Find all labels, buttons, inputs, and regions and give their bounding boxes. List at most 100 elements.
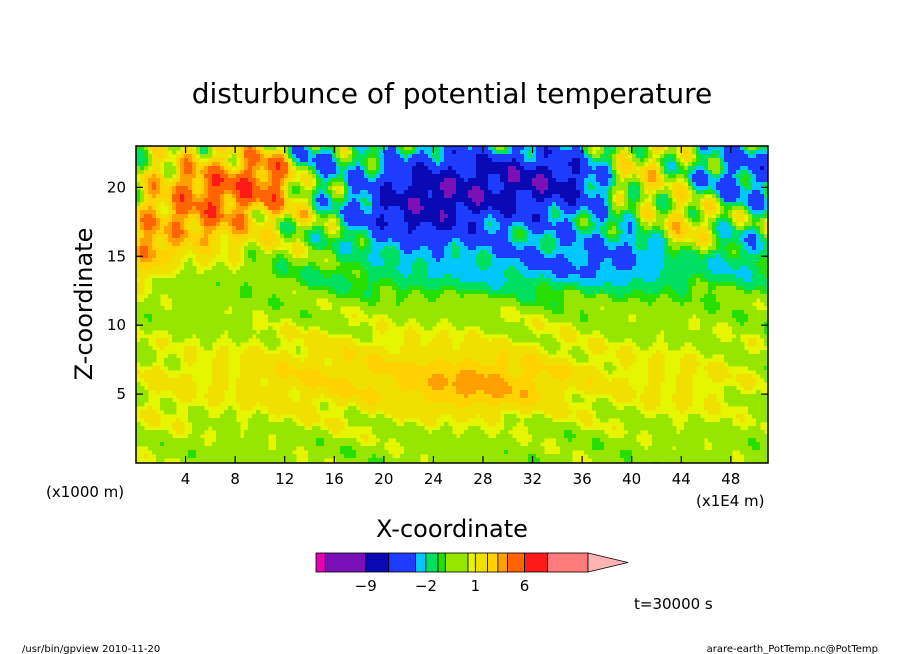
contour-cell <box>756 274 761 279</box>
contour-cell <box>516 166 521 171</box>
contour-cell <box>668 242 673 247</box>
contour-cell <box>744 246 749 251</box>
contour-cell <box>268 202 273 207</box>
contour-cell <box>652 274 657 279</box>
contour-cell <box>432 222 437 227</box>
contour-cell <box>760 246 765 251</box>
contour-cell <box>688 226 693 231</box>
contour-cell <box>184 238 189 243</box>
contour-cell <box>564 258 569 263</box>
contour-cell <box>528 222 533 227</box>
contour-cell <box>220 162 225 167</box>
contour-cell <box>440 178 445 183</box>
contour-cell <box>452 170 457 175</box>
contour-cell <box>532 190 537 195</box>
contour-cell <box>168 210 173 215</box>
contour-cell <box>200 222 205 227</box>
contour-cell <box>744 202 749 207</box>
contour-cell <box>704 230 709 235</box>
contour-cell <box>748 242 753 247</box>
contour-cell <box>756 242 761 247</box>
contour-cell <box>676 218 681 223</box>
contour-cell <box>152 166 157 171</box>
contour-cell <box>708 146 713 151</box>
contour-cell <box>332 242 337 247</box>
contour-cell <box>624 254 629 259</box>
contour-cell <box>384 166 389 171</box>
contour-cell <box>412 218 417 223</box>
contour-cell <box>392 182 397 187</box>
contour-cell <box>404 202 409 207</box>
contour-cell <box>264 202 269 207</box>
contour-cell <box>600 250 605 255</box>
contour-cell <box>608 238 613 243</box>
contour-cell <box>616 234 621 239</box>
contour-cell <box>448 226 453 231</box>
contour-cell <box>324 146 329 151</box>
contour-cell <box>644 246 649 251</box>
contour-cell <box>396 158 401 163</box>
contour-cell <box>592 198 597 203</box>
contour-cell <box>268 158 273 163</box>
contour-cell <box>604 266 609 271</box>
contour-cell <box>708 234 713 239</box>
contour-cell <box>520 218 525 223</box>
contour-cell <box>180 162 185 167</box>
contour-cell <box>568 254 573 259</box>
contour-cell <box>576 170 581 175</box>
contour-cell <box>476 258 481 263</box>
contour-cell <box>180 230 185 235</box>
contour-cell <box>560 258 565 263</box>
contour-cell <box>196 214 201 219</box>
contour-cell <box>528 266 533 271</box>
contour-cell <box>532 210 537 215</box>
contour-cell <box>312 246 317 251</box>
contour-cell <box>764 242 768 247</box>
contour-cell <box>156 182 161 187</box>
contour-cell <box>756 218 761 223</box>
contour-cell <box>628 162 633 167</box>
contour-cell <box>500 150 505 155</box>
contour-cell <box>636 226 641 231</box>
contour-cell <box>560 170 565 175</box>
contour-cell <box>740 210 745 215</box>
contour-cell <box>208 182 213 187</box>
contour-cell <box>432 258 437 263</box>
contour-cell <box>464 238 469 243</box>
contour-cell <box>716 194 721 199</box>
contour-cell <box>192 178 197 183</box>
contour-cell <box>184 162 189 167</box>
contour-cell <box>712 218 717 223</box>
contour-cell <box>456 234 461 239</box>
contour-cell <box>576 270 581 275</box>
contour-cell <box>740 182 745 187</box>
contour-cell <box>232 154 237 159</box>
contour-cell <box>364 202 369 207</box>
contour-cell <box>328 178 333 183</box>
contour-cell <box>176 166 181 171</box>
contour-cell <box>164 262 169 267</box>
contour-cell <box>424 206 429 211</box>
contour-cell <box>244 174 249 179</box>
contour-cell <box>196 202 201 207</box>
contour-cell <box>712 206 717 211</box>
contour-cell <box>252 186 257 191</box>
contour-cell <box>256 234 261 239</box>
contour-cell <box>532 198 537 203</box>
contour-cell <box>520 250 525 255</box>
contour-cell <box>656 146 661 151</box>
contour-cell <box>736 182 741 187</box>
contour-cell <box>280 222 285 227</box>
contour-cell <box>596 238 601 243</box>
contour-cell <box>704 270 709 275</box>
contour-cell <box>648 262 653 267</box>
contour-cell <box>448 206 453 211</box>
contour-cell <box>760 170 765 175</box>
contour-cell <box>496 222 501 227</box>
contour-cell <box>492 158 497 163</box>
contour-cell <box>280 266 285 271</box>
contour-cell <box>288 154 293 159</box>
contour-cell <box>388 218 393 223</box>
contour-cell <box>156 262 161 267</box>
contour-cell <box>692 254 697 259</box>
